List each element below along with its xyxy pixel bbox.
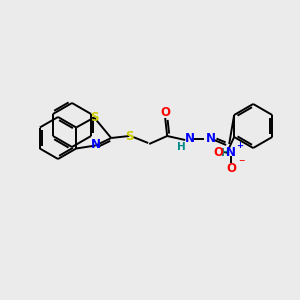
- Text: N: N: [91, 138, 101, 151]
- Text: O: O: [160, 106, 170, 119]
- Text: N: N: [206, 131, 216, 145]
- Text: ⁻: ⁻: [238, 158, 244, 170]
- Text: S: S: [125, 130, 134, 142]
- Text: O: O: [213, 146, 223, 158]
- Text: H: H: [221, 148, 230, 158]
- Text: S: S: [90, 111, 98, 124]
- Text: N: N: [226, 146, 236, 158]
- Text: N: N: [185, 131, 195, 145]
- Text: O: O: [226, 161, 236, 175]
- Text: H: H: [177, 142, 186, 152]
- Text: +: +: [236, 142, 243, 151]
